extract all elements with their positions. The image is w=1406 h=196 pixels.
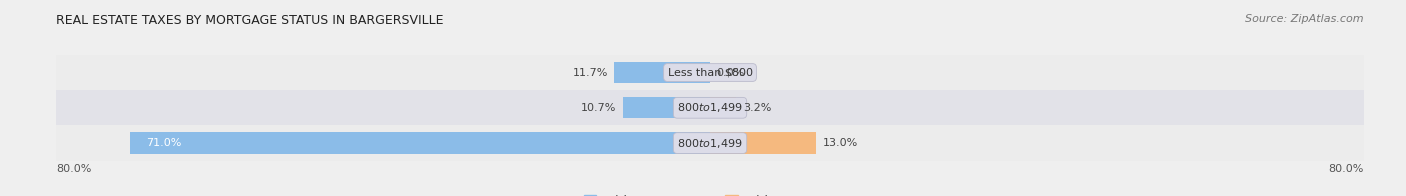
Text: 13.0%: 13.0% xyxy=(823,138,858,148)
Bar xyxy=(56,90,1364,125)
Text: $800 to $1,499: $800 to $1,499 xyxy=(678,137,742,150)
Text: Less than $800: Less than $800 xyxy=(668,67,752,78)
Bar xyxy=(623,97,710,118)
Text: 71.0%: 71.0% xyxy=(146,138,181,148)
Bar xyxy=(56,55,1364,90)
Bar xyxy=(56,125,1364,161)
Bar xyxy=(129,132,710,154)
Text: 80.0%: 80.0% xyxy=(56,163,91,174)
Text: 0.0%: 0.0% xyxy=(717,67,745,78)
Text: 80.0%: 80.0% xyxy=(1329,163,1364,174)
Bar xyxy=(710,97,737,118)
Text: 11.7%: 11.7% xyxy=(572,67,607,78)
Text: 3.2%: 3.2% xyxy=(742,103,770,113)
Bar xyxy=(710,132,817,154)
Text: Source: ZipAtlas.com: Source: ZipAtlas.com xyxy=(1246,14,1364,24)
Text: $800 to $1,499: $800 to $1,499 xyxy=(678,101,742,114)
Text: 10.7%: 10.7% xyxy=(581,103,616,113)
Legend: Without Mortgage, With Mortgage: Without Mortgage, With Mortgage xyxy=(579,190,841,196)
Bar xyxy=(614,62,710,83)
Text: REAL ESTATE TAXES BY MORTGAGE STATUS IN BARGERSVILLE: REAL ESTATE TAXES BY MORTGAGE STATUS IN … xyxy=(56,14,444,27)
